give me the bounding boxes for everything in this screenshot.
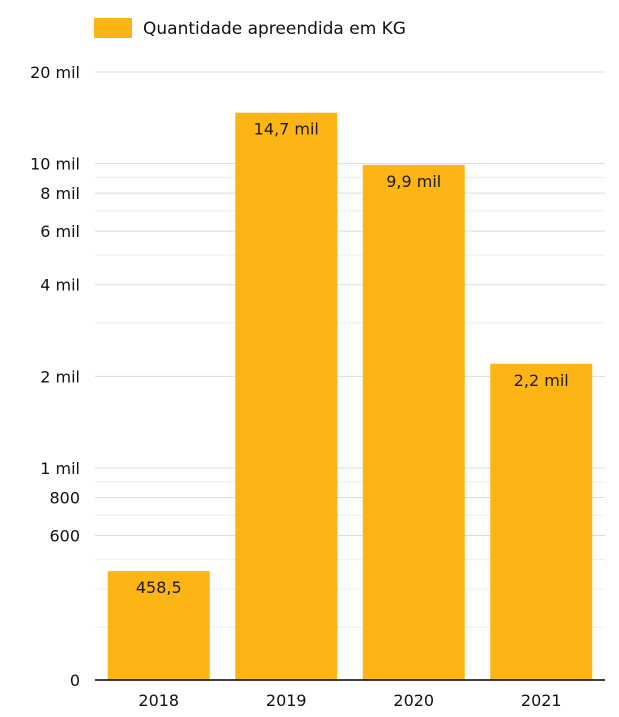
data-label-2021: 2,2 mil <box>514 371 569 390</box>
bar-2019 <box>235 112 338 681</box>
x-axis-ticks: 2018 2019 2020 2021 <box>138 691 561 710</box>
y-tick-label: 20 mil <box>30 63 80 82</box>
y-tick-label: 2 mil <box>40 367 80 386</box>
data-label-2020: 9,9 mil <box>386 172 441 191</box>
y-tick-label: 4 mil <box>40 276 80 295</box>
x-tick-label-2019: 2019 <box>266 691 307 710</box>
x-tick-label-2018: 2018 <box>138 691 179 710</box>
y-tick-label: 1 mil <box>40 459 80 478</box>
bar-2018 <box>107 571 210 680</box>
legend: Quantidade apreendida em KG <box>94 18 406 39</box>
y-tick-label: 800 <box>49 488 80 507</box>
y-tick-label: 10 mil <box>30 155 80 174</box>
data-label-2019: 14,7 mil <box>254 120 319 139</box>
legend-label: Quantidade apreendida em KG <box>143 19 406 39</box>
bars: 458,5 14,7 mil 9,9 mil 2,2 mil <box>107 112 593 681</box>
y-tick-label: 8 mil <box>40 184 80 203</box>
x-tick-label-2021: 2021 <box>521 691 562 710</box>
legend-swatch <box>94 18 132 38</box>
bar-2021 <box>490 363 593 680</box>
bar-2020 <box>362 164 465 681</box>
y-axis-ticks: 0 600 800 1 mil 2 mil 4 mil 6 mil 8 mil 10 mil 20… <box>30 63 80 690</box>
data-label-2018: 458,5 <box>136 578 182 597</box>
x-tick-label-2020: 2020 <box>393 691 434 710</box>
y-tick-label: 0 <box>70 671 80 690</box>
y-tick-label: 600 <box>49 527 80 546</box>
y-tick-label: 6 mil <box>40 222 80 241</box>
